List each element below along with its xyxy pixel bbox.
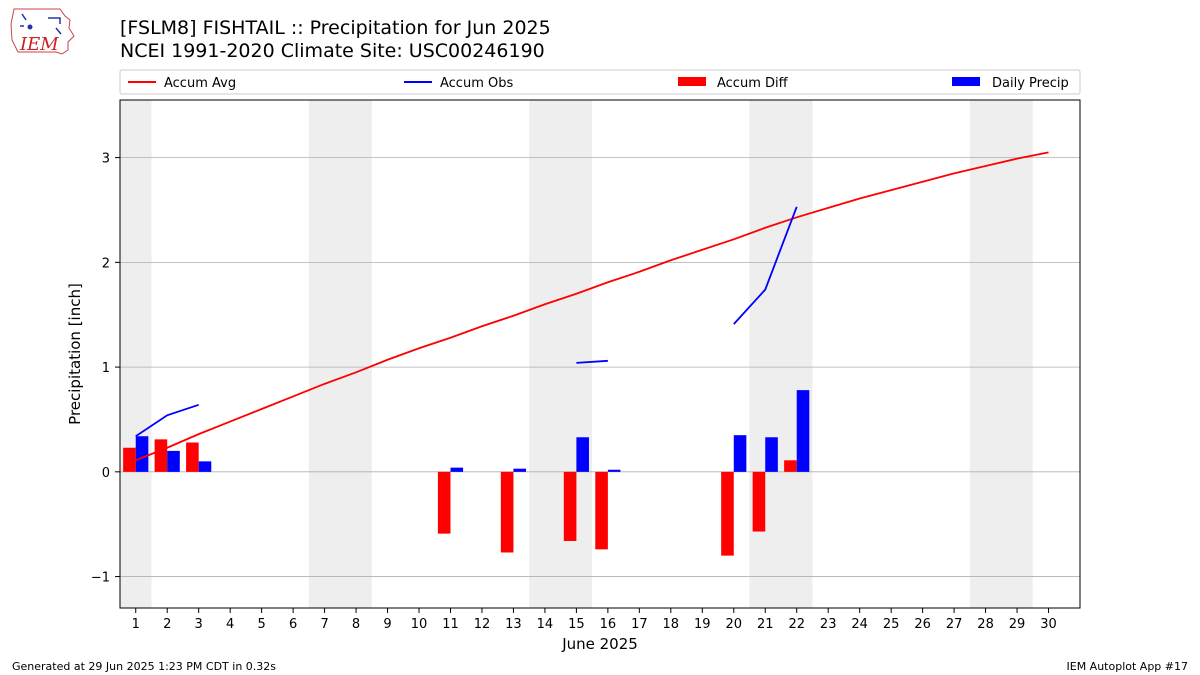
x-tick-label: 3 (195, 617, 203, 632)
x-tick-label: 25 (883, 617, 900, 632)
x-tick-label: 21 (757, 617, 774, 632)
accum-obs-line (576, 359, 608, 364)
legend-frame (119, 69, 1081, 95)
x-tick-label: 24 (851, 617, 868, 632)
x-tick-label: 4 (226, 617, 234, 632)
daily-precip-bar (450, 467, 464, 472)
accum-diff-bar (752, 471, 766, 532)
x-tick-label: 7 (320, 617, 328, 632)
legend-label: Accum Diff (717, 76, 789, 91)
x-tick-label: 12 (474, 617, 491, 632)
x-tick-label: 28 (977, 617, 994, 632)
x-tick-label: 1 (132, 617, 140, 632)
x-tick-label: 2 (163, 617, 171, 632)
logo-text: IEM (19, 34, 59, 55)
x-tick-label: 26 (914, 617, 931, 632)
daily-precip-bar (733, 435, 747, 472)
accum-diff-bar (500, 471, 514, 553)
iem-logo: IEM (8, 6, 80, 62)
daily-precip-bar (198, 461, 212, 472)
x-tick-label: 6 (289, 617, 297, 632)
y-tick-label: 0 (102, 466, 110, 481)
app-credit: IEM Autoplot App #17 (1066, 660, 1189, 673)
chart-title: [FSLM8] FISHTAIL :: Precipitation for Ju… (120, 17, 551, 39)
x-tick-label: 29 (1009, 617, 1026, 632)
x-tick-label: 22 (788, 617, 805, 632)
legend-label: Accum Avg (164, 76, 236, 91)
x-tick-label: 11 (442, 617, 459, 632)
daily-precip-bar (167, 450, 180, 472)
generated-timestamp: Generated at 29 Jun 2025 1:23 PM CDT in … (12, 660, 277, 673)
daily-precip-bar (135, 436, 149, 472)
legend-swatch-bar (678, 77, 706, 86)
legend-label: Accum Obs (440, 76, 513, 91)
x-tick-label: 16 (600, 617, 617, 632)
x-tick-label: 17 (631, 617, 648, 632)
weekend-band (120, 100, 152, 608)
accum-diff-bar (563, 471, 577, 541)
x-tick-label: 5 (257, 617, 265, 632)
x-tick-label: 18 (663, 617, 680, 632)
accum-diff-bar (123, 447, 136, 472)
x-tick-label: 30 (1040, 617, 1057, 632)
daily-precip-bar (513, 468, 527, 472)
x-tick-label: 8 (352, 617, 360, 632)
y-tick-label: 1 (102, 361, 110, 376)
x-tick-label: 23 (820, 617, 837, 632)
accum-diff-bar (154, 439, 168, 472)
x-axis-label: June 2025 (561, 635, 638, 653)
y-tick-label: 2 (102, 256, 110, 271)
x-tick-label: 9 (383, 617, 391, 632)
accum-diff-bar (437, 471, 451, 534)
x-tick-label: 20 (725, 617, 742, 632)
x-tick-label: 19 (694, 617, 711, 632)
daily-precip-bar (607, 469, 621, 472)
daily-precip-bar (796, 390, 810, 472)
accum-diff-bar (595, 471, 608, 550)
accum-diff-bar (784, 460, 797, 472)
x-tick-label: 14 (537, 617, 554, 632)
y-tick-label: −1 (91, 571, 110, 586)
chart-subtitle: NCEI 1991-2020 Climate Site: USC00246190 (120, 40, 545, 62)
weekend-band (529, 100, 593, 608)
legend-label: Daily Precip (992, 76, 1069, 91)
accum-avg-line (135, 151, 1049, 462)
accum-diff-bar (721, 471, 734, 556)
daily-precip-bar (765, 437, 778, 472)
x-tick-label: 27 (946, 617, 963, 632)
accum-diff-bar (186, 442, 199, 472)
x-tick-label: 13 (505, 617, 522, 632)
y-axis-label: Precipitation [inch] (66, 283, 84, 425)
x-tick-label: 10 (411, 617, 428, 632)
x-tick-label: 15 (568, 617, 585, 632)
accum-obs-line (135, 403, 199, 437)
accum-obs-line (733, 206, 798, 325)
weekend-band (969, 100, 1033, 608)
weekend-band (749, 100, 813, 608)
legend-swatch-bar (952, 77, 980, 86)
plot-frame (119, 99, 1081, 609)
weekend-band (308, 100, 372, 608)
y-tick-label: 3 (102, 152, 110, 167)
legend: Accum Avg Accum Obs Accum Diff Daily Precip (119, 69, 1081, 95)
daily-precip-bar (576, 437, 589, 472)
